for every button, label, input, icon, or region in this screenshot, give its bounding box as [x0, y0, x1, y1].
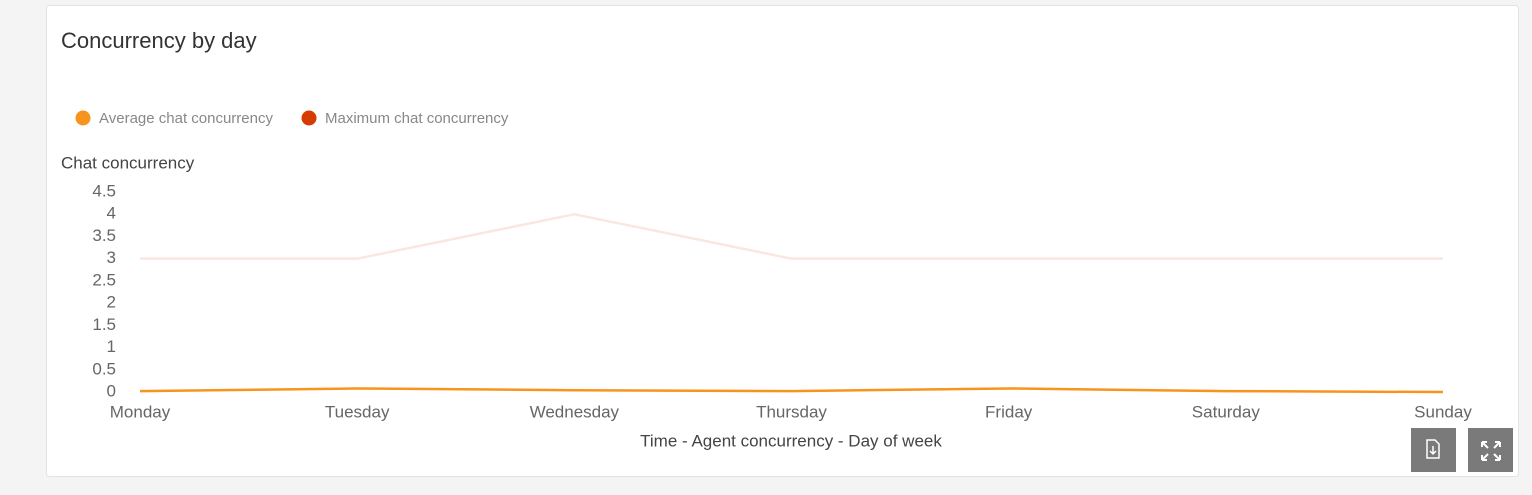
y-tick-label: 2.5 [92, 270, 116, 289]
x-tick-label: Saturday [1192, 402, 1261, 421]
x-tick-label: Wednesday [530, 402, 620, 421]
x-tick-label: Friday [985, 402, 1033, 421]
series-line [139, 387, 1444, 394]
legend-label: Maximum chat concurrency [325, 110, 509, 127]
fullscreen-button[interactable] [1468, 428, 1513, 472]
y-tick-label: 4.5 [92, 181, 116, 200]
y-tick-label: 0.5 [92, 359, 116, 378]
y-tick-label: 3 [107, 248, 116, 267]
y-tick-label: 3.5 [92, 226, 116, 245]
x-tick-label: Thursday [756, 402, 827, 421]
y-tick-label: 0 [107, 381, 116, 400]
download-arrow [1429, 446, 1437, 456]
download-button[interactable] [1411, 428, 1456, 472]
legend-marker [301, 110, 317, 126]
expand-icon [1481, 441, 1501, 461]
legend-marker [75, 110, 91, 126]
y-tick-label: 4 [107, 204, 116, 223]
card [46, 5, 1519, 477]
y-tick-label: 2 [107, 293, 116, 312]
chart-title: Concurrency by day [61, 28, 257, 53]
download-icon [1426, 439, 1440, 459]
y-tick-label: 1.5 [92, 315, 116, 334]
series-line [140, 212, 1443, 260]
x-tick-label: Monday [110, 402, 171, 421]
button-bg[interactable] [1468, 428, 1513, 472]
y-axis-title: Chat concurrency [61, 153, 195, 172]
x-tick-label: Tuesday [325, 402, 390, 421]
y-tick-label: 1 [107, 337, 116, 356]
x-axis-title: Time - Agent concurrency - Day of week [640, 431, 942, 450]
legend-label: Average chat concurrency [99, 110, 273, 127]
x-tick-label: Sunday [1414, 402, 1472, 421]
